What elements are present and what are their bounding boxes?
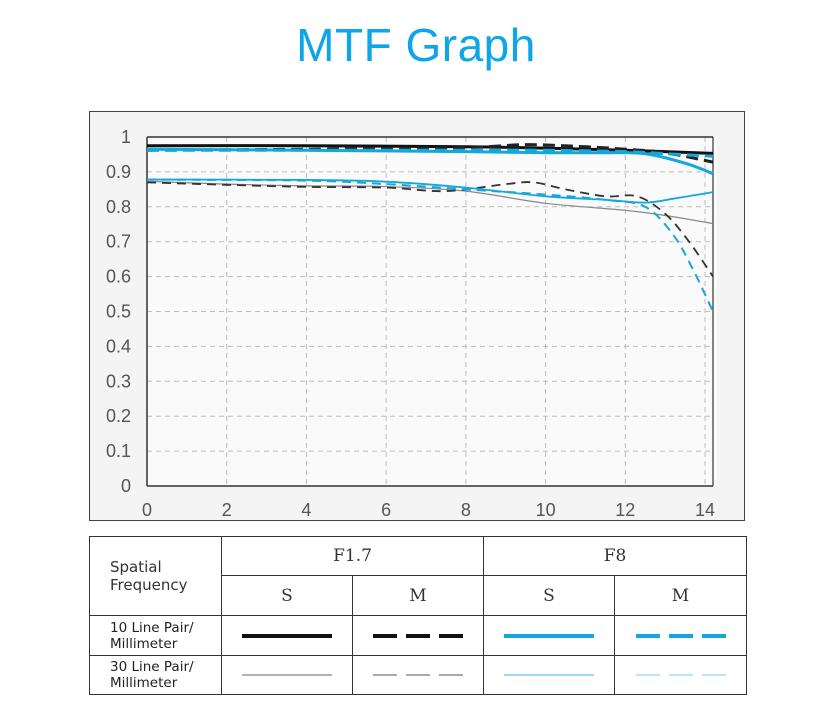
swatch-cell-f17-m-30 xyxy=(352,655,484,695)
swatch-f17-s-10 xyxy=(242,633,332,638)
series-f17-m-30lp xyxy=(146,181,714,278)
y-tick-label: 0.7 xyxy=(106,232,131,252)
swatch-cell-f8-s-30 xyxy=(483,655,615,695)
y-tick-label: 1 xyxy=(121,127,131,147)
x-tick-label: 6 xyxy=(381,500,391,520)
swatch-cell-f8-m-10 xyxy=(614,615,747,656)
series-f17-s-30lp xyxy=(146,180,714,225)
swatch-f17-s-30 xyxy=(242,674,332,676)
sub-header-f8-s: S xyxy=(483,575,615,616)
swatch-f8-s-10 xyxy=(504,633,594,638)
y-tick-label: 0.3 xyxy=(106,371,131,391)
series-f8-m-10lp xyxy=(146,148,714,158)
row-label-10lp-line2: Millimeter xyxy=(110,635,178,652)
x-tick-label: 10 xyxy=(536,500,556,520)
swatch-f8-m-10 xyxy=(635,633,726,638)
mtf-chart: 00.10.20.30.40.50.60.70.80.910 2 4 6 8 10 12 14 xyxy=(106,127,717,520)
tick-labels: 00.10.20.30.40.50.60.70.80.910 2 4 6 8 10 12 14 xyxy=(106,127,715,520)
axes xyxy=(146,136,714,487)
swatch-f17-m-10 xyxy=(373,633,463,638)
sub-header-f17-s: S xyxy=(221,575,353,616)
y-tick-label: 0.6 xyxy=(106,267,131,287)
sub-header-f17-m: M xyxy=(352,575,484,616)
swatch-cell-f17-m-10 xyxy=(352,615,484,656)
row-label-10lp-line1: 10 Line Pair/ xyxy=(110,619,194,636)
y-tick-label: 0.2 xyxy=(106,406,131,426)
spatial-frequency-line1: Spatial xyxy=(110,558,162,576)
x-tick-label: 14 xyxy=(695,500,715,520)
y-tick-label: 0 xyxy=(121,476,131,496)
group-header-f17: F1.7 xyxy=(221,536,484,576)
x-tick-label: 12 xyxy=(615,500,635,520)
x-tick-label: 2 xyxy=(222,500,232,520)
page-title: MTF Graph xyxy=(296,19,536,71)
spatial-frequency-line2: Frequency xyxy=(110,576,188,594)
x-tick-label: 4 xyxy=(301,500,311,520)
row-label-30lp-line1: 30 Line Pair/ xyxy=(110,659,194,675)
swatch-f17-m-30 xyxy=(373,674,463,676)
row-label-30lp: 30 Line Pair/ Millimeter xyxy=(89,655,222,695)
sub-header-f8-m: M xyxy=(614,575,747,616)
row-label-30lp-line2: Millimeter xyxy=(110,675,178,691)
swatch-cell-f8-s-10 xyxy=(483,615,615,656)
legend-table: Spatial Frequency F1.7 F8 S M S M 10 Lin… xyxy=(89,536,747,695)
swatch-cell-f17-s-30 xyxy=(221,655,353,695)
swatch-cell-f8-m-30 xyxy=(614,655,747,695)
y-tick-label: 0.9 xyxy=(106,162,131,182)
y-tick-label: 0.4 xyxy=(106,336,131,356)
y-tick-label: 0.5 xyxy=(106,302,131,322)
swatch-f8-m-30 xyxy=(635,674,726,676)
swatch-f8-s-30 xyxy=(504,674,594,676)
x-tick-label: 8 xyxy=(461,500,471,520)
series xyxy=(146,143,714,312)
series-f8-s-30lp xyxy=(146,178,714,204)
chart-frame: 0 0.1 0.2 0.3 0.4 0.5 0.6 0.7 0.8 0.9 1 0 2 4 6 8 10 12 14 xyxy=(89,111,745,521)
y-tick-label: 0.1 xyxy=(106,441,131,461)
row-label-10lp: 10 Line Pair/ Millimeter xyxy=(89,615,222,656)
x-tick-label: 0 xyxy=(142,500,152,520)
y-tick-label: 0.8 xyxy=(106,197,131,217)
spatial-frequency-header: Spatial Frequency xyxy=(89,536,222,616)
group-header-f8: F8 xyxy=(483,536,747,576)
swatch-cell-f17-s-10 xyxy=(221,615,353,656)
